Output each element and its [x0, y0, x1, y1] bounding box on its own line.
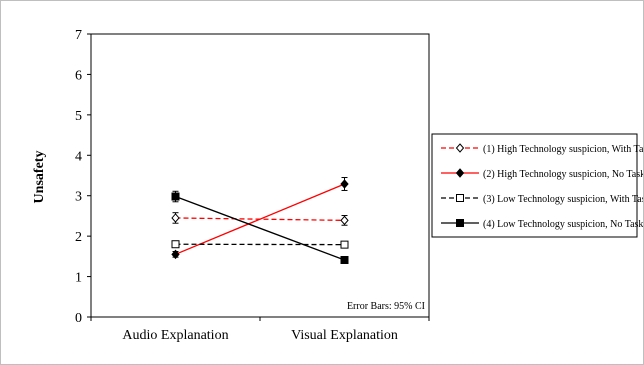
series-layer [171, 177, 349, 264]
plot-area-frame [90, 33, 430, 318]
legend-box [431, 133, 638, 238]
y-tick-label: 0 [75, 311, 82, 326]
data-point [340, 255, 349, 264]
legend-marker-swatch [455, 168, 465, 178]
y-axis-ticks: 0 1 2 3 4 5 6 7 [75, 28, 91, 326]
data-point [171, 249, 180, 260]
legend-marker-swatch [456, 219, 464, 227]
legend-label: (4) Low Technology suspicion, No Task [483, 219, 643, 230]
series-2 [171, 177, 349, 260]
data-point [340, 215, 349, 226]
x-axis-ticks: Audio Explanation Visual Explanation [90, 317, 430, 343]
data-point [171, 240, 180, 249]
x-category-label: Visual Explanation [291, 328, 398, 343]
y-tick-label: 3 [75, 190, 82, 205]
y-tick-label: 7 [75, 28, 82, 43]
legend-label: (1) High Technology suspicion, With Task [483, 144, 643, 155]
legend-entry-4: (4) Low Technology suspicion, No Task [441, 219, 643, 230]
y-axis-label: Unsafety [32, 151, 47, 204]
legend-entry-2: (2) High Technology suspicion, No Task [441, 168, 643, 180]
y-tick-label: 4 [75, 149, 82, 164]
legend-label: (2) High Technology suspicion, No Task [483, 169, 643, 180]
data-point [340, 179, 349, 189]
data-point [171, 192, 180, 201]
y-tick-label: 5 [75, 109, 82, 124]
data-point [340, 240, 349, 249]
error-bar-note: Error Bars: 95% CI [347, 301, 425, 312]
series-3 [171, 240, 349, 249]
series-line [175, 195, 345, 261]
legend-label: (3) Low Technology suspicion, With Task [483, 194, 643, 205]
y-tick-label: 6 [75, 68, 82, 83]
legend: (1) High Technology suspicion, With Task… [431, 133, 643, 238]
x-category-label: Audio Explanation [122, 328, 228, 343]
data-point [171, 213, 180, 223]
legend-marker-swatch [455, 143, 465, 153]
y-tick-label: 1 [75, 271, 82, 286]
series-line [175, 183, 345, 255]
legend-entry-1: (1) High Technology suspicion, With Task [441, 143, 643, 155]
legend-entry-3: (3) Low Technology suspicion, With Task [441, 194, 643, 205]
y-tick-label: 2 [75, 230, 82, 245]
legend-marker-swatch [456, 194, 464, 202]
series-4 [171, 190, 349, 264]
